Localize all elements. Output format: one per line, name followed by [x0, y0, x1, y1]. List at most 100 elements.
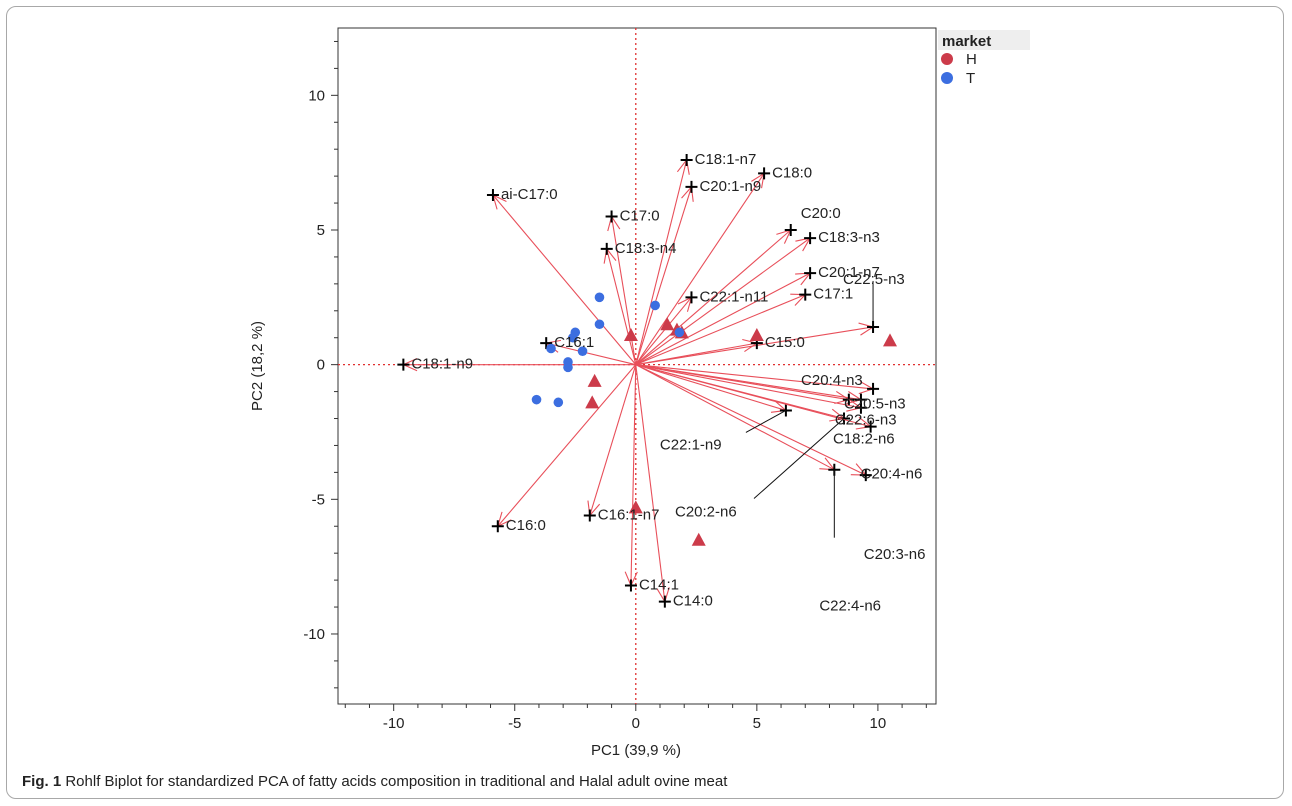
loading-label: C22:1-n11: [699, 288, 768, 305]
loading-marker: [804, 267, 817, 280]
loading-label: C15:0: [765, 334, 805, 351]
point-H: [883, 333, 897, 347]
x-tick-label: 0: [632, 715, 640, 732]
loading-arrow: [635, 173, 765, 365]
loading-marker: [658, 595, 671, 608]
loading-arrow: [635, 237, 811, 366]
y-tick-label: 10: [308, 87, 325, 104]
loading-marker: [685, 291, 698, 304]
loading-marker: [779, 404, 792, 417]
loading-label: C17:0: [620, 208, 660, 225]
loading-marker: [491, 520, 504, 533]
plot-border: [337, 27, 937, 705]
y-tick-label: 0: [317, 357, 325, 374]
loading-label: C20:1-n7: [818, 264, 880, 281]
loading-label: C14:0: [673, 593, 713, 610]
loading-arrow: [635, 364, 871, 428]
loading-label: C18:1-n9: [411, 356, 473, 373]
figure-frame: [6, 6, 1284, 799]
x-tick-label: -10: [383, 715, 405, 732]
loading-arrow: [635, 364, 787, 411]
loading-arrow: [635, 159, 688, 365]
loading-label: C16:1-n7: [598, 506, 660, 523]
loading-arrow: [635, 364, 849, 401]
loading-label: C20:3-n6: [864, 546, 926, 563]
y-axis: 10 5 0 -5 -10: [303, 40, 338, 689]
leader-lines: [745, 280, 874, 538]
leader-line: [745, 410, 787, 433]
loading-arrow: [635, 364, 835, 471]
y-axis-label: PC2 (18,2 %): [249, 321, 266, 411]
y-tick-label: -10: [303, 626, 325, 643]
loading-arrow: [546, 342, 636, 366]
point-H: [623, 328, 638, 342]
loading-marker: [859, 469, 872, 482]
loading-label: C20:0: [801, 205, 841, 222]
loading-marker: [583, 509, 596, 522]
loading-arrow: [635, 294, 806, 366]
loading-arrow: [635, 229, 792, 366]
y-tick-label: -5: [312, 491, 325, 508]
loading-marker: [854, 401, 867, 414]
point-H: [587, 373, 602, 387]
score-points: [531, 292, 897, 546]
loading-marker: [486, 188, 499, 201]
x-tick-label: 5: [753, 715, 761, 732]
loading-marker: [804, 232, 817, 245]
loading-arrow: [635, 364, 867, 476]
point-T: [650, 300, 660, 311]
loading-marker: [685, 180, 698, 193]
legend-marker-T: [941, 72, 953, 84]
legend-label-T: T: [966, 70, 975, 87]
point-T: [546, 343, 556, 354]
x-axis: -10 -5 0 5 10: [344, 704, 927, 732]
loading-marker: [758, 167, 771, 180]
legend-marker-H: [941, 53, 953, 65]
point-H: [585, 395, 600, 409]
loading-label: ai-C17:0: [501, 186, 558, 203]
point-H: [691, 532, 706, 546]
loading-arrow: [635, 326, 874, 366]
point-T: [594, 319, 605, 330]
loading-marker: [397, 358, 410, 371]
loading-marker: [784, 223, 797, 236]
loading-label: C14:1: [639, 576, 679, 593]
loading-label: C22:4-n6: [819, 598, 881, 615]
loading-label: C20:2-n6: [675, 504, 737, 521]
point-T: [568, 332, 578, 343]
point-T: [594, 292, 605, 303]
loading-arrow: [635, 296, 692, 366]
loading-arrow: [635, 272, 811, 366]
point-H: [660, 317, 675, 331]
loading-arrow: [492, 194, 637, 366]
plot-area: [337, 27, 937, 705]
point-T: [577, 346, 588, 356]
point-T: [563, 362, 573, 373]
loading-arrow: [635, 364, 666, 602]
loading-label: C20:4-n3: [801, 372, 863, 389]
loading-label: C22:1-n9: [660, 436, 722, 453]
loading-label: C22:5-n3: [843, 271, 905, 288]
loading-marker: [600, 242, 613, 255]
point-T: [531, 394, 542, 405]
loading-arrow: [635, 364, 874, 390]
loading-label: C18:1-n7: [695, 151, 757, 168]
loading-label: C20:5-n3: [844, 396, 906, 413]
loading-arrows: [397, 153, 880, 608]
loading-label: C16:1: [554, 334, 594, 351]
legend-label-H: H: [966, 51, 977, 68]
point-T: [553, 397, 564, 408]
loading-labels: C18:1-n7 C18:0 C20:1-n9 ai-C17:0 C17:0 C20:0 C…: [411, 151, 925, 615]
loading-marker: [624, 579, 637, 592]
x-tick-label: 10: [870, 715, 887, 732]
leader-line: [753, 418, 845, 499]
loading-marker: [867, 382, 880, 395]
loading-arrow: [635, 364, 862, 409]
point-H: [628, 500, 643, 514]
loading-label: C20:1-n9: [699, 178, 761, 195]
loading-label: C17:1: [813, 286, 853, 303]
y-tick-label: 5: [317, 222, 325, 239]
legend: market HT: [938, 30, 1030, 87]
loading-arrow: [606, 248, 637, 365]
point-T: [674, 327, 685, 338]
